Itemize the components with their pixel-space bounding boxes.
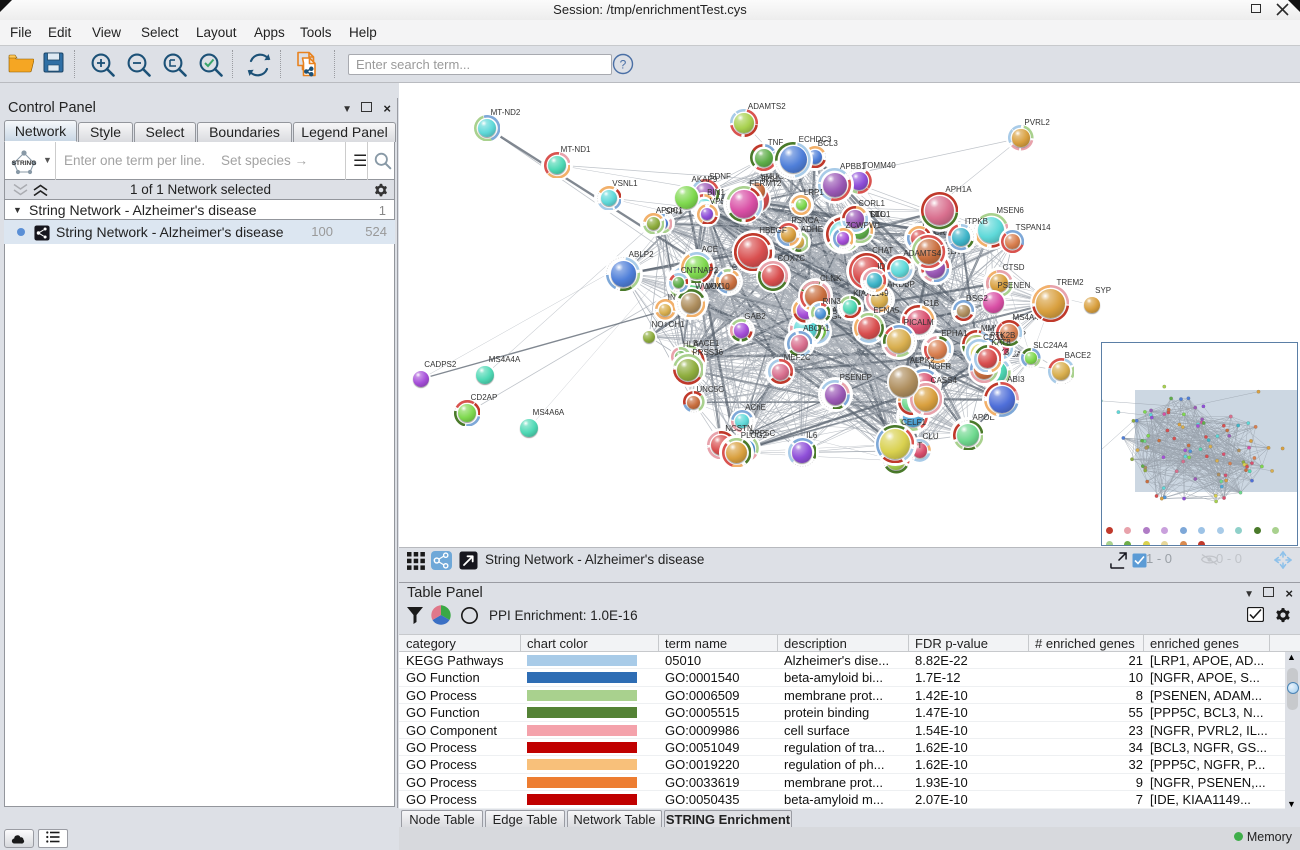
svg-text:STRING: STRING xyxy=(12,160,37,167)
svg-text:?: ? xyxy=(620,58,627,72)
